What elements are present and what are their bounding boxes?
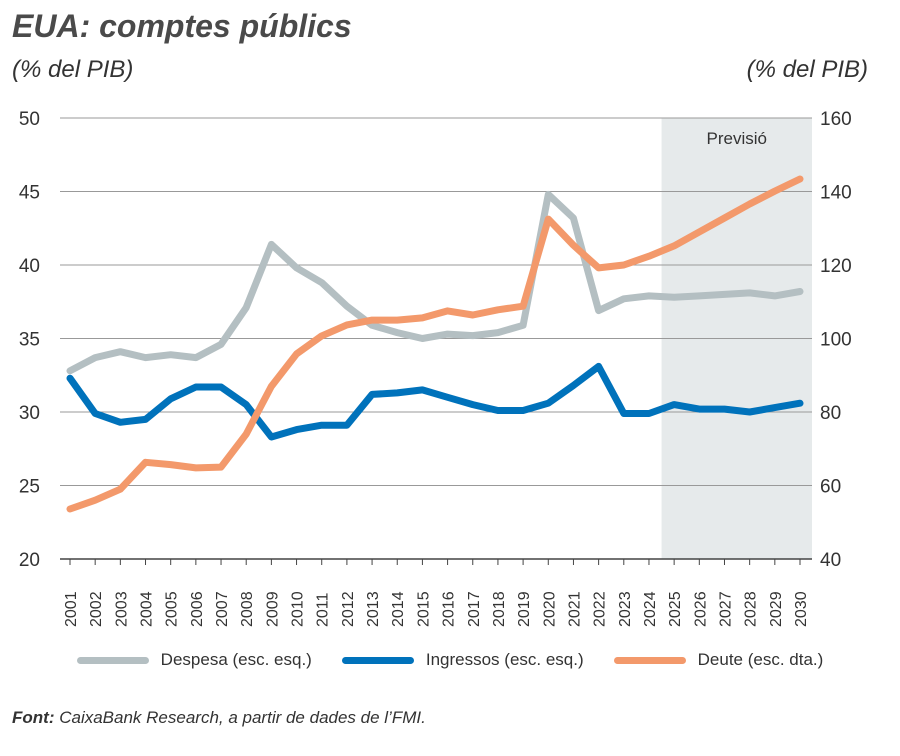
- x-tick-label: 2005: [164, 591, 181, 627]
- legend-swatch: [341, 656, 414, 664]
- x-tick-label: 2025: [667, 591, 684, 627]
- legend-label: Ingressos (esc. esq.): [425, 650, 584, 669]
- source-label: Font:: [12, 708, 55, 727]
- x-tick-label: 2027: [717, 591, 734, 627]
- x-tick-label: 2007: [214, 591, 231, 627]
- x-tick-label: 2019: [516, 591, 533, 627]
- x-tick-label: 2011: [315, 592, 332, 627]
- right-tick-label: 40: [820, 550, 841, 571]
- x-tick-label: 2024: [642, 591, 659, 627]
- x-tick-label: 2020: [541, 591, 558, 627]
- x-tick-label: 2028: [743, 591, 760, 627]
- left-tick-label: 45: [19, 183, 40, 204]
- x-tick-label: 2014: [390, 591, 407, 627]
- x-tick-label: 2021: [566, 591, 583, 627]
- left-axis-label: (% del PIB): [12, 56, 134, 83]
- source-text: CaixaBank Research, a partir de dades de…: [54, 708, 426, 727]
- left-tick-label: 35: [19, 330, 40, 351]
- right-tick-label: 160: [820, 109, 852, 130]
- series-line-2: [66, 175, 804, 513]
- x-tick-label: 2017: [466, 591, 483, 627]
- right-tick-label: 120: [820, 256, 852, 277]
- legend-label: Deute (esc. dta.): [697, 650, 824, 669]
- x-tick-label: 2022: [592, 591, 609, 627]
- left-tick-label: 25: [19, 477, 40, 498]
- legend-item-deute: Deute (esc. dta.): [613, 650, 824, 670]
- series-line-1: [66, 362, 804, 441]
- legend: Despesa (esc. esq.) Ingressos (esc. esq.…: [0, 650, 900, 670]
- legend-item-ingressos: Ingressos (esc. esq.): [341, 650, 584, 670]
- x-tick-label: 2001: [63, 591, 80, 627]
- x-tick-label: 2013: [365, 591, 382, 627]
- left-tick-label: 20: [19, 550, 40, 571]
- legend-swatch: [613, 656, 686, 664]
- x-tick-label: 2030: [793, 591, 810, 627]
- x-tick-label: 2016: [441, 591, 458, 627]
- legend-item-despesa: Despesa (esc. esq.): [76, 650, 312, 670]
- series-line-0: [66, 190, 804, 375]
- source-note: Font: CaixaBank Research, a partir de da…: [12, 708, 426, 728]
- x-tick-label: 2023: [617, 591, 634, 627]
- x-tick-label: 2008: [239, 591, 256, 627]
- chart-plot: Previsió 20 40 25 60 30 80 35 100 40 120 45 140 50 160…: [19, 109, 852, 627]
- x-tick-label: 2018: [491, 591, 508, 627]
- legend-swatch: [76, 656, 149, 664]
- x-tick-label: 2015: [415, 591, 432, 627]
- left-tick-label: 50: [19, 109, 40, 130]
- right-tick-label: 140: [820, 183, 852, 204]
- x-tick-label: 2003: [113, 591, 130, 627]
- x-tick-label: 2009: [264, 591, 281, 627]
- right-tick-label: 80: [820, 403, 841, 424]
- left-tick-label: 40: [19, 256, 40, 277]
- x-tick-label: 2004: [139, 591, 156, 627]
- legend-label: Despesa (esc. esq.): [160, 650, 312, 669]
- right-axis-label: (% del PIB): [746, 56, 868, 83]
- x-tick-label: 2006: [189, 591, 206, 627]
- right-tick-label: 100: [820, 330, 852, 351]
- x-tick-label: 2010: [290, 591, 307, 627]
- chart-title: EUA: comptes públics: [12, 8, 352, 44]
- x-tick-label: 2026: [692, 591, 709, 627]
- forecast-label: Previsió: [707, 129, 767, 148]
- x-tick-label: 2012: [340, 591, 357, 627]
- x-tick-label: 2002: [88, 591, 105, 627]
- left-tick-label: 30: [19, 403, 40, 424]
- x-tick-label: 2029: [768, 591, 785, 627]
- right-tick-label: 60: [820, 477, 841, 498]
